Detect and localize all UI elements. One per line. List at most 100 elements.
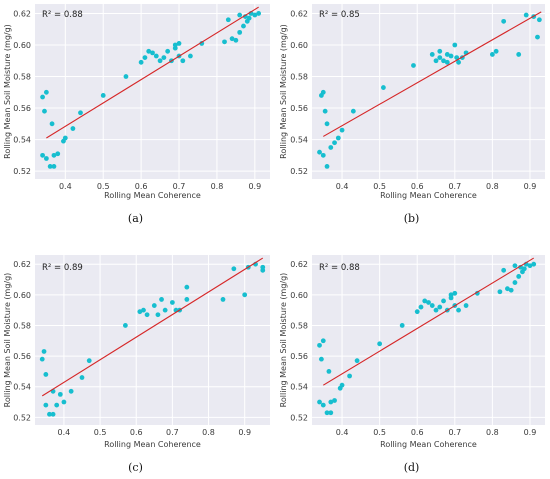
points-b: [317, 12, 542, 169]
x-tick-label: 0.9: [238, 428, 251, 437]
data-point: [39, 356, 45, 362]
data-point: [426, 300, 431, 305]
data-point: [399, 323, 405, 328]
data-point: [61, 399, 67, 405]
x-tick-label: 0.7: [448, 428, 461, 437]
data-point: [317, 149, 322, 155]
regression-line: [322, 257, 535, 386]
points-a: [40, 11, 262, 169]
data-point: [233, 37, 239, 43]
y-axis-label-a: Rolling Mean Soil Moisture (mg/g): [3, 24, 12, 159]
y-tick-label: 0.54: [290, 383, 308, 392]
data-point: [320, 89, 326, 95]
x-tick-label: 0.4: [336, 182, 349, 191]
data-point: [454, 55, 460, 61]
data-point: [260, 264, 266, 270]
data-point: [322, 108, 328, 114]
r2-label-a: R² = 0.88: [42, 10, 83, 20]
x-tick-label: 0.9: [248, 182, 261, 191]
data-point: [320, 402, 326, 408]
data-point: [418, 304, 424, 310]
data-point: [123, 74, 129, 79]
y-tick-label: 0.52: [13, 413, 31, 422]
data-point: [137, 309, 143, 315]
data-point: [176, 41, 182, 46]
data-point: [381, 85, 386, 90]
data-point: [512, 280, 518, 285]
data-point: [225, 17, 231, 23]
data-point: [523, 12, 529, 18]
fit-a: [46, 6, 259, 139]
data-point: [444, 52, 450, 57]
data-point: [347, 373, 352, 379]
data-point: [328, 145, 334, 150]
plot-area-a: [35, 4, 270, 179]
data-point: [165, 48, 171, 54]
data-point: [70, 126, 76, 131]
data-point: [159, 297, 164, 302]
data-point: [43, 89, 49, 95]
data-point: [536, 17, 542, 23]
y-tick-label: 0.60: [290, 291, 308, 300]
ticks-d: 0.4 0.5 0.6 0.7 0.8 0.9 0.52 0.54 0.56 0.58 0.60 0.…: [290, 260, 536, 437]
data-point: [155, 312, 161, 318]
data-point: [144, 312, 150, 318]
data-point: [332, 140, 337, 146]
data-point: [188, 53, 193, 59]
x-tick-label: 0.5: [373, 182, 386, 191]
y-tick-label: 0.54: [290, 136, 308, 145]
y-tick-label: 0.56: [290, 352, 308, 361]
data-point: [448, 292, 454, 298]
panel-d: 0.4 0.5 0.6 0.7 0.8 0.9 0.52 0.54 0.56 0.58 0.60 0.…: [279, 255, 545, 474]
fit-c: [41, 257, 264, 397]
x-axis-label-c: Rolling Mean Coherence: [104, 440, 201, 449]
y-tick-label: 0.58: [13, 73, 31, 82]
data-point: [47, 411, 52, 417]
x-axis-label-d: Rolling Mean Coherence: [380, 440, 477, 449]
y-tick-label: 0.54: [13, 136, 31, 145]
data-point: [531, 261, 537, 267]
points-d: [317, 261, 537, 416]
data-point: [220, 297, 226, 302]
data-point: [324, 410, 330, 416]
data-point: [242, 14, 248, 20]
ticks-c: 0.4 0.5 0.6 0.7 0.8 0.9 0.52 0.54 0.56 0.58 0.60 0.…: [13, 260, 251, 437]
caption-c: (c): [128, 461, 143, 474]
data-point: [328, 410, 334, 416]
ticks-b: 0.4 0.5 0.6 0.7 0.8 0.9 0.52 0.54 0.56 0.58 0.60 0.…: [290, 9, 536, 191]
data-point: [437, 48, 443, 54]
data-point: [78, 110, 83, 116]
data-point: [411, 63, 416, 68]
data-point: [354, 358, 360, 364]
data-point: [452, 290, 458, 296]
data-point: [237, 29, 243, 35]
y-axis-label-d: Rolling Mean Soil Moisture (mg/g): [279, 273, 288, 408]
y-tick-label: 0.62: [13, 9, 31, 18]
data-point: [43, 402, 49, 408]
data-point: [62, 135, 68, 141]
data-point: [252, 12, 258, 18]
data-point: [242, 292, 248, 298]
data-point: [339, 127, 345, 133]
data-point: [47, 163, 53, 169]
regression-line: [41, 257, 264, 397]
data-point: [332, 398, 337, 403]
data-point: [150, 50, 155, 56]
r2-label-d: R² = 0.88: [319, 263, 360, 273]
fit-d: [322, 257, 535, 386]
y-tick-label: 0.60: [13, 291, 31, 300]
data-point: [42, 108, 47, 114]
data-point: [350, 108, 356, 114]
y-tick-label: 0.58: [290, 73, 308, 82]
y-tick-label: 0.56: [13, 104, 31, 113]
x-tick-label: 0.4: [58, 428, 71, 437]
data-point: [377, 341, 383, 347]
data-point: [422, 298, 428, 304]
y-axis-label-b: Rolling Mean Soil Moisture (mg/g): [279, 24, 288, 159]
x-tick-label: 0.7: [448, 182, 461, 191]
data-point: [222, 39, 227, 45]
ticks-a: 0.4 0.5 0.6 0.7 0.8 0.9 0.52 0.54 0.56 0.58 0.60 0.…: [13, 9, 261, 191]
x-tick-label: 0.6: [130, 428, 143, 437]
data-point: [86, 358, 92, 364]
x-tick-label: 0.9: [524, 182, 537, 191]
